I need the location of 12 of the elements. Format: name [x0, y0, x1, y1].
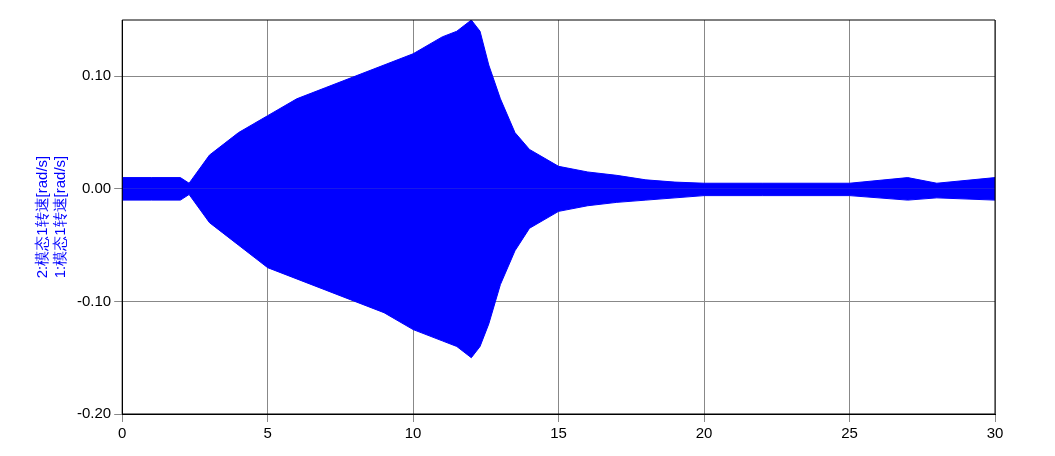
y-axis-title: 2:模态1转速[rad/s] 1:模态1转速[rad/s] [33, 155, 69, 279]
x-tick-label: 15 [550, 424, 567, 442]
y-tick-label: -0.10 [76, 291, 112, 309]
x-tick-label: 30 [986, 424, 1004, 442]
y-tick-label: -0.20 [76, 404, 112, 422]
x-tick-label: 20 [695, 424, 713, 442]
y-tick-label: 0.10 [81, 66, 112, 84]
x-tick-label: 0 [118, 424, 127, 442]
y-tick-label: 0.00 [81, 179, 112, 196]
x-tick-label: 25 [841, 424, 858, 442]
x-tick-label: 5 [263, 424, 272, 442]
x-tick-label: 10 [404, 424, 422, 442]
